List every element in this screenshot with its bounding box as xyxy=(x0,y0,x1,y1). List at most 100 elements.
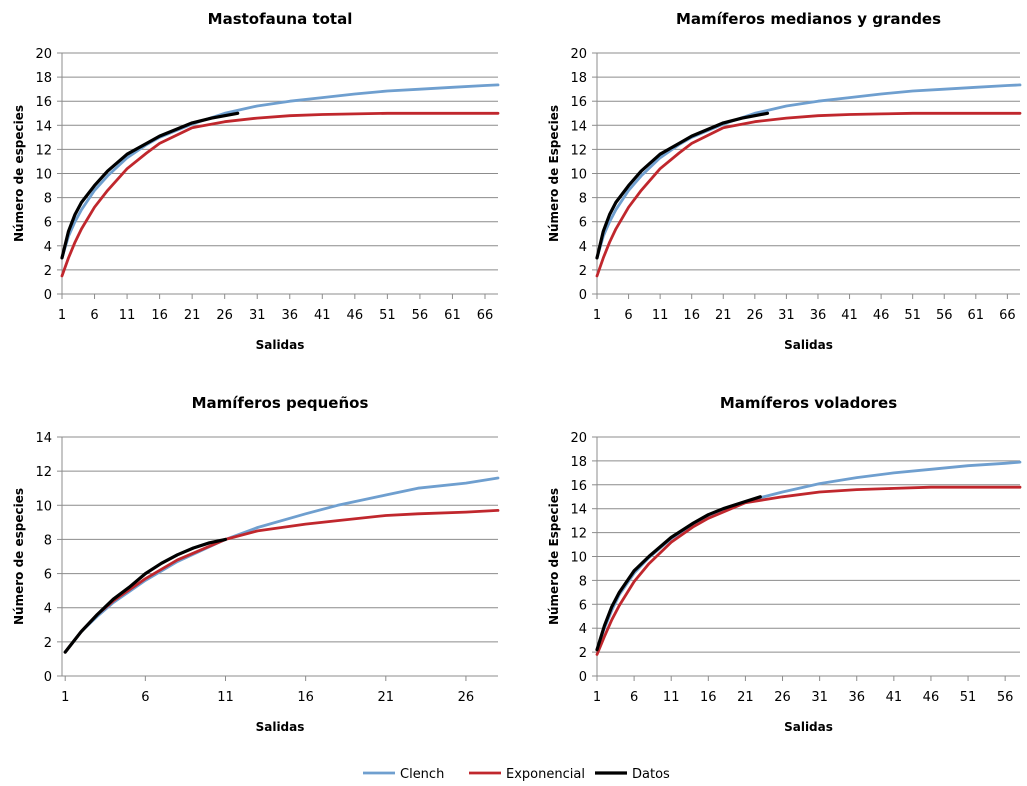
chart-title: Mamíferos voladores xyxy=(720,394,897,412)
series-line-exponencial xyxy=(60,111,500,278)
y-tick-label: 2 xyxy=(44,264,52,279)
x-tick-label: 1 xyxy=(61,690,69,705)
legend-item-clench: Clench xyxy=(363,767,444,782)
x-tick-label: 11 xyxy=(217,690,234,705)
y-tick-label: 0 xyxy=(579,670,587,685)
legend-label: Datos xyxy=(632,767,670,782)
legend-item-datos: Datos xyxy=(595,767,670,782)
y-tick-label: 8 xyxy=(44,533,52,548)
x-tick-label: 51 xyxy=(960,690,977,705)
series-line-clench xyxy=(595,83,1022,260)
x-tick-label: 11 xyxy=(119,308,136,323)
y-tick-label: 18 xyxy=(35,71,52,86)
series-line-datos xyxy=(60,111,240,260)
x-tick-label: 61 xyxy=(968,308,985,323)
x-tick-label: 11 xyxy=(652,308,669,323)
y-tick-label: 20 xyxy=(570,431,587,446)
x-tick-label: 31 xyxy=(778,308,795,323)
y-tick-label: 16 xyxy=(35,95,52,110)
legend-label: Clench xyxy=(400,767,444,782)
x-tick-label: 26 xyxy=(774,690,791,705)
series-line-exponencial xyxy=(595,485,1022,656)
y-tick-label: 10 xyxy=(570,551,587,566)
y-tick-label: 6 xyxy=(44,216,52,231)
series-line-datos xyxy=(595,495,762,652)
y-tick-label: 4 xyxy=(579,622,587,637)
y-tick-label: 12 xyxy=(570,527,587,542)
x-tick-label: 6 xyxy=(90,308,98,323)
legend-label: Exponencial xyxy=(506,767,585,782)
x-tick-label: 1 xyxy=(593,690,601,705)
x-tick-label: 6 xyxy=(624,308,632,323)
x-tick-label: 6 xyxy=(630,690,638,705)
x-tick-label: 56 xyxy=(997,690,1014,705)
chart-title: Mamíferos pequeños xyxy=(192,394,369,412)
x-tick-label: 51 xyxy=(904,308,921,323)
x-tick-label: 41 xyxy=(314,308,331,323)
x-tick-label: 66 xyxy=(477,308,494,323)
chart-title: Mastofauna total xyxy=(208,10,353,28)
y-tick-label: 10 xyxy=(35,499,52,514)
y-tick-label: 0 xyxy=(44,288,52,303)
y-tick-label: 12 xyxy=(35,143,52,158)
x-tick-label: 46 xyxy=(347,308,364,323)
x-tick-label: 31 xyxy=(811,690,828,705)
y-tick-label: 14 xyxy=(35,431,52,446)
x-tick-label: 66 xyxy=(999,308,1016,323)
x-axis-label: Salidas xyxy=(784,720,833,734)
y-tick-label: 16 xyxy=(570,479,587,494)
x-tick-label: 21 xyxy=(378,690,395,705)
y-axis-label: Número de especies xyxy=(12,105,26,242)
x-tick-label: 16 xyxy=(700,690,717,705)
x-tick-label: 46 xyxy=(873,308,890,323)
x-tick-label: 36 xyxy=(810,308,827,323)
y-tick-label: 6 xyxy=(579,598,587,613)
x-tick-label: 1 xyxy=(58,308,66,323)
y-tick-label: 16 xyxy=(570,95,587,110)
y-tick-label: 12 xyxy=(35,465,52,480)
x-tick-label: 46 xyxy=(923,690,940,705)
legend-item-exponencial: Exponencial xyxy=(469,767,585,782)
x-tick-label: 31 xyxy=(249,308,266,323)
y-axis-label: Número de Especies xyxy=(547,488,561,625)
y-tick-label: 0 xyxy=(579,288,587,303)
x-tick-label: 56 xyxy=(936,308,953,323)
x-tick-label: 1 xyxy=(593,308,601,323)
y-tick-label: 6 xyxy=(44,568,52,583)
series-line-clench xyxy=(60,83,500,260)
y-tick-label: 2 xyxy=(579,264,587,279)
x-tick-label: 26 xyxy=(216,308,233,323)
y-tick-label: 0 xyxy=(44,670,52,685)
x-tick-label: 16 xyxy=(297,690,314,705)
legend: Clench Exponencial Datos xyxy=(363,767,670,782)
x-axis-label: Salidas xyxy=(784,338,833,352)
x-tick-label: 36 xyxy=(281,308,298,323)
y-tick-label: 4 xyxy=(44,240,52,255)
x-tick-label: 36 xyxy=(848,690,865,705)
x-tick-label: 21 xyxy=(737,690,754,705)
y-tick-label: 4 xyxy=(44,602,52,617)
y-tick-label: 14 xyxy=(570,503,587,518)
y-tick-label: 4 xyxy=(579,240,587,255)
y-tick-label: 18 xyxy=(570,71,587,86)
y-axis-label: Número de especies xyxy=(12,488,26,625)
series-line-datos xyxy=(595,111,770,260)
y-tick-label: 8 xyxy=(44,192,52,207)
x-tick-label: 51 xyxy=(379,308,396,323)
y-tick-label: 12 xyxy=(570,143,587,158)
y-tick-label: 14 xyxy=(570,119,587,134)
x-tick-label: 11 xyxy=(663,690,680,705)
x-tick-label: 41 xyxy=(886,690,903,705)
x-tick-label: 21 xyxy=(184,308,201,323)
x-tick-label: 26 xyxy=(747,308,764,323)
x-tick-label: 16 xyxy=(151,308,168,323)
chart-title: Mamíferos medianos y grandes xyxy=(676,10,941,28)
series-line-clench xyxy=(63,476,500,654)
x-tick-label: 21 xyxy=(715,308,732,323)
y-tick-label: 8 xyxy=(579,574,587,589)
x-axis-label: Salidas xyxy=(256,720,305,734)
